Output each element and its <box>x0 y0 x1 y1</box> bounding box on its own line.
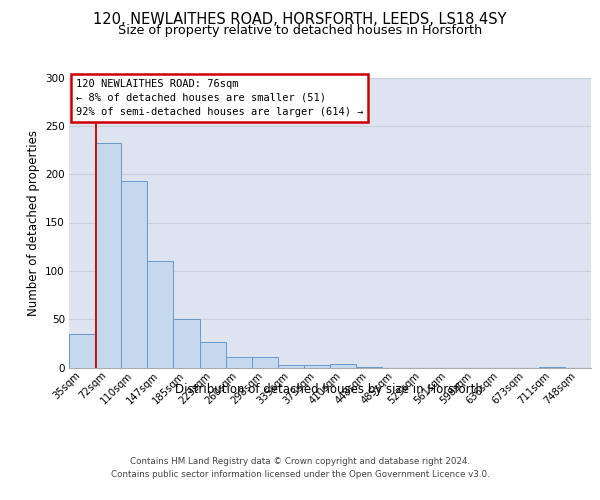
Bar <box>199 342 226 367</box>
Text: 120, NEWLAITHES ROAD, HORSFORTH, LEEDS, LS18 4SY: 120, NEWLAITHES ROAD, HORSFORTH, LEEDS, … <box>93 12 507 28</box>
Bar <box>148 261 173 368</box>
Bar <box>226 357 252 368</box>
Bar <box>539 366 565 368</box>
Bar <box>278 364 304 368</box>
Bar <box>304 364 330 368</box>
Bar <box>121 181 148 368</box>
Text: 120 NEWLAITHES ROAD: 76sqm
← 8% of detached houses are smaller (51)
92% of semi-: 120 NEWLAITHES ROAD: 76sqm ← 8% of detac… <box>76 79 363 117</box>
Bar <box>95 143 121 368</box>
Bar <box>173 319 199 368</box>
Bar <box>330 364 356 368</box>
Text: Contains HM Land Registry data © Crown copyright and database right 2024.: Contains HM Land Registry data © Crown c… <box>130 458 470 466</box>
Text: Size of property relative to detached houses in Horsforth: Size of property relative to detached ho… <box>118 24 482 37</box>
Bar <box>69 334 95 368</box>
Bar <box>356 366 382 368</box>
Y-axis label: Number of detached properties: Number of detached properties <box>26 130 40 316</box>
Bar <box>252 357 278 368</box>
Text: Distribution of detached houses by size in Horsforth: Distribution of detached houses by size … <box>175 382 483 396</box>
Text: Contains public sector information licensed under the Open Government Licence v3: Contains public sector information licen… <box>110 470 490 479</box>
